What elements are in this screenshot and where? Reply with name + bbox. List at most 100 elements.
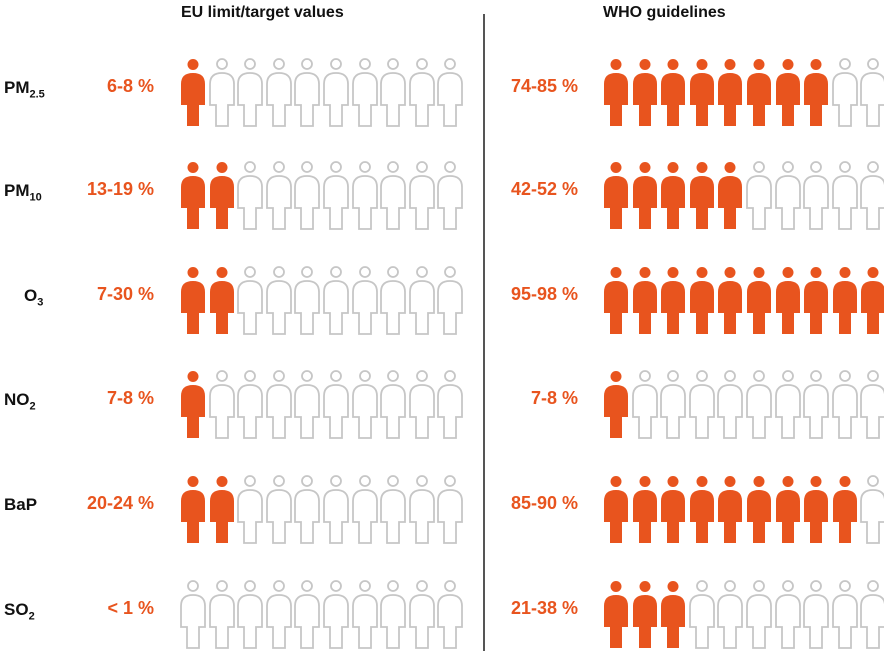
person-icon-empty [323, 161, 349, 230]
person-icon-empty [774, 161, 801, 230]
person-icon-empty [351, 266, 378, 335]
person-icon-empty [803, 161, 830, 230]
pollutant-subscript: 2 [28, 610, 35, 623]
person-icon-filled [689, 59, 714, 126]
person-icon-filled [209, 162, 234, 229]
person-icon-empty [831, 58, 858, 127]
who-percentage: 74-85 % [510, 76, 578, 96]
person-icon-empty [408, 161, 435, 230]
person-icon-empty [180, 580, 206, 649]
person-icon-filled [689, 476, 714, 543]
pollutant-subscript: 3 [37, 296, 44, 309]
person-icon-empty [351, 370, 378, 439]
person-icon-filled [718, 267, 743, 334]
person-icon-empty [408, 580, 435, 649]
person-icon-empty [717, 370, 744, 439]
person-icon-empty [294, 161, 321, 230]
person-icon-empty [860, 58, 884, 127]
pollutant-label: PM2.5 [4, 78, 68, 100]
pollutant-name: BaP [4, 495, 38, 514]
person-icon-filled [661, 476, 686, 543]
person-icon-empty [294, 266, 321, 335]
person-icon-filled [181, 267, 205, 334]
person-icon-empty [803, 580, 830, 649]
eu-percentage: 7-30 % [96, 284, 154, 304]
pollutant-label: PM10 [4, 181, 68, 203]
person-icon-filled [804, 267, 829, 334]
who-percentage: 42-52 % [510, 179, 578, 199]
person-icon-empty [831, 161, 858, 230]
person-icon-empty [774, 580, 801, 649]
person-icon-empty [437, 370, 464, 439]
person-icon-empty [265, 370, 292, 439]
person-icon-empty [351, 580, 378, 649]
person-icon-filled [832, 476, 857, 543]
person-icon-empty [831, 580, 858, 649]
person-icon-filled [689, 162, 714, 229]
person-icon-filled [181, 162, 205, 229]
person-icon-filled [209, 476, 234, 543]
person-icon-empty [437, 580, 464, 649]
person-icon-empty [237, 475, 264, 544]
person-icon-filled [604, 59, 628, 126]
pollutant-row: PM10 13-19 % 42-52 % [0, 161, 884, 231]
person-icon-filled [747, 267, 771, 334]
person-icon-filled [661, 581, 686, 648]
person-icon-empty [408, 475, 435, 544]
person-icon-filled [632, 581, 657, 648]
pollutant-label: SO2 [4, 600, 68, 622]
person-icon-filled [632, 59, 657, 126]
person-icon-empty [265, 266, 292, 335]
person-icon-filled [604, 267, 628, 334]
person-icon-empty [265, 161, 292, 230]
person-icon-empty [408, 58, 435, 127]
person-icon-empty [688, 580, 715, 649]
person-icon-empty [265, 580, 292, 649]
person-icon-empty [380, 370, 407, 439]
pollutant-row: NO2 7-8 % 7-8 % [0, 370, 884, 440]
person-icon-filled [747, 476, 771, 543]
who-header: WHO guidelines [603, 4, 726, 21]
person-icon-empty [860, 370, 884, 439]
person-icon-filled [604, 371, 628, 438]
person-icon-empty [265, 58, 292, 127]
eu-percentage: 20-24 % [86, 493, 154, 513]
person-icon-empty [380, 475, 407, 544]
person-icon-filled [861, 267, 884, 334]
pollutant-label: O3 [24, 286, 88, 308]
pollutant-subscript: 2 [29, 400, 36, 413]
pollutant-name: PM [4, 181, 30, 200]
person-icon-empty [265, 475, 292, 544]
person-icon-empty [208, 580, 235, 649]
person-icon-empty [237, 161, 264, 230]
eu-percentage: 7-8 % [106, 388, 154, 408]
person-icon-empty [408, 266, 435, 335]
pollutant-name: PM [4, 78, 30, 97]
divider [483, 14, 485, 651]
person-icon-empty [860, 580, 884, 649]
person-icon-empty [437, 58, 464, 127]
person-icon-filled [804, 59, 829, 126]
person-icon-empty [717, 580, 744, 649]
person-icon-empty [237, 266, 264, 335]
person-icon-empty [294, 58, 321, 127]
person-icon-empty [351, 475, 378, 544]
person-icon-empty [746, 580, 772, 649]
who-percentage: 21-38 % [510, 598, 578, 618]
pollutant-row: BaP 20-24 % 85-90 % [0, 475, 884, 545]
person-icon-filled [181, 476, 205, 543]
eu-percentage: 6-8 % [106, 76, 154, 96]
person-icon-empty [237, 58, 264, 127]
person-icon-filled [209, 267, 234, 334]
person-icon-empty [831, 370, 858, 439]
person-icon-empty [774, 370, 801, 439]
who-percentage: 7-8 % [530, 388, 578, 408]
eu-percentage: 13-19 % [86, 179, 154, 199]
person-icon-empty [323, 580, 349, 649]
who-percentage: 95-98 % [510, 284, 578, 304]
person-icon-empty [746, 161, 772, 230]
person-icon-empty [380, 58, 407, 127]
person-icon-filled [689, 267, 714, 334]
pollutant-label: NO2 [4, 390, 68, 412]
